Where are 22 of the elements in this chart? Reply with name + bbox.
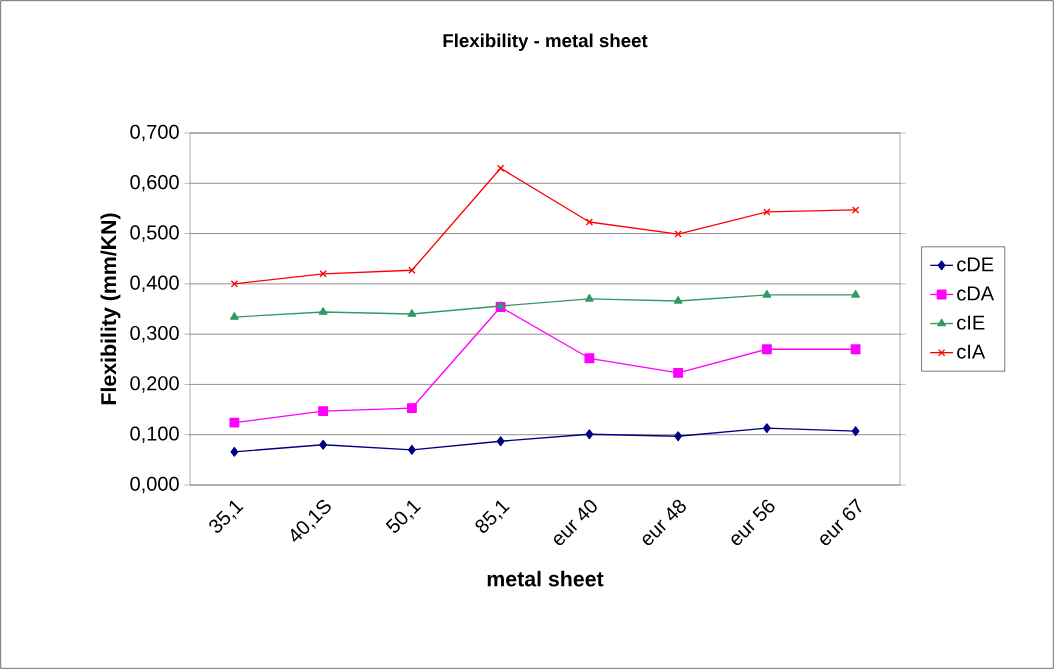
x-axis-title: metal sheet bbox=[487, 570, 604, 587]
x-tick-label: eur 48 bbox=[642, 499, 686, 546]
y-tick-label: 0,600 bbox=[130, 175, 179, 192]
x-tick-label: 85,1 bbox=[475, 500, 510, 533]
y-tick-label: 0,500 bbox=[130, 225, 179, 242]
x-tick-label: eur 56 bbox=[731, 499, 775, 546]
chart-title: Flexibility - metal sheet bbox=[443, 33, 648, 51]
x-tick-label: 50,1 bbox=[385, 500, 422, 533]
y-tick-label: 0,400 bbox=[130, 275, 179, 293]
x-tick-label: 35,1 bbox=[209, 500, 244, 533]
x-tick-label: eur 40 bbox=[554, 499, 597, 546]
y-tick-label: 0,000 bbox=[130, 476, 179, 494]
y-tick-label: 0,200 bbox=[130, 376, 179, 393]
y-tick-label: 0,700 bbox=[130, 124, 179, 142]
legend-label: cDA bbox=[957, 286, 995, 301]
y-tick-label: 0,300 bbox=[130, 325, 179, 343]
x-tick-label: eur 67 bbox=[820, 498, 862, 546]
y-axis-title: Flexibility (mm/KN) bbox=[100, 213, 121, 405]
y-tick-label: 0,100 bbox=[130, 426, 179, 443]
legend-label: cIE bbox=[957, 315, 985, 330]
legend-label: cDE bbox=[957, 257, 994, 272]
legend-label: cIA bbox=[957, 344, 986, 359]
